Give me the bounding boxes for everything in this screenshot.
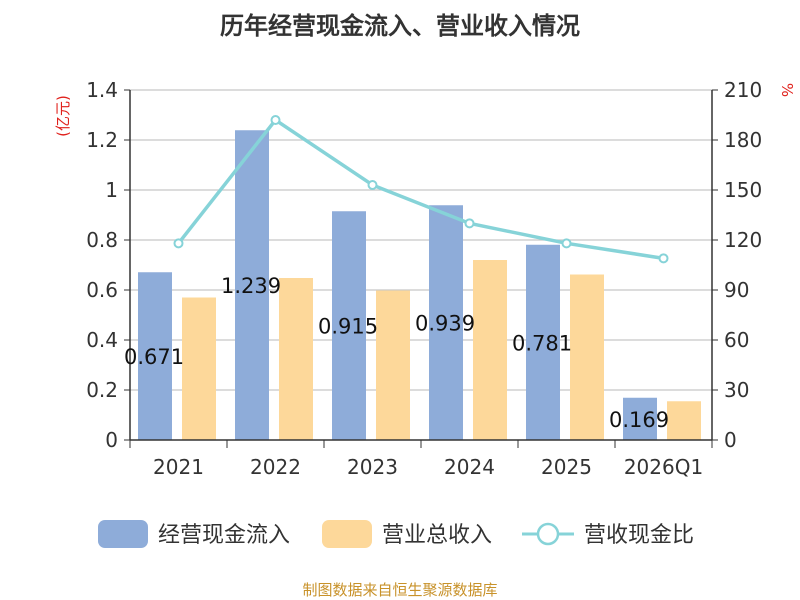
right-axis-tick-label: 90: [724, 278, 749, 302]
bar: [429, 205, 463, 440]
legend-label: 营业总收入: [382, 523, 492, 548]
right-axis-tick-label: 150: [724, 178, 762, 202]
bar: [376, 290, 410, 440]
bar: [332, 211, 366, 440]
line-point: [561, 238, 572, 249]
line-point: [173, 238, 184, 249]
bar: [526, 244, 560, 440]
bar: [570, 274, 604, 440]
line-point: [658, 253, 669, 264]
right-axis-tick-label: 180: [724, 128, 762, 152]
bar: [623, 397, 657, 440]
data-label: 0.915: [318, 315, 378, 339]
line-point: [367, 180, 378, 190]
x-axis-tick-label: 2022: [250, 455, 301, 479]
x-axis-tick-label: 2023: [347, 455, 398, 479]
left-axis-tick-label: 0.8: [86, 228, 118, 252]
left-axis-tick-label: 0: [105, 428, 118, 452]
right-axis-tick-label: 210: [724, 78, 762, 102]
bar: [235, 130, 269, 440]
line-point: [464, 218, 475, 229]
x-axis-tick-label: 2026Q1: [624, 455, 703, 479]
bar: [279, 278, 313, 440]
left-axis-tick-label: 1.4: [86, 78, 118, 102]
bar: [138, 272, 172, 440]
left-axis-unit: (亿元): [54, 95, 72, 137]
legend-marker: [536, 522, 560, 546]
right-axis-tick-label: 0: [724, 428, 737, 452]
bar: [182, 297, 216, 440]
legend: 经营现金流入 营业总收入 营收现金比: [98, 520, 694, 548]
data-labels: 0.671 1.239 0.915 0.939 0.781 0.169: [124, 274, 669, 432]
data-label: 0.939: [415, 312, 475, 336]
grid-lines: [130, 89, 712, 391]
axes: 0 0 0.2 30 0.4 60 0.6 90 0.8 120 1 150 1.2 180 1.4 210 2…: [86, 78, 762, 479]
right-axis-tick-label: 120: [724, 228, 762, 252]
bar: [473, 260, 507, 440]
left-axis-tick-label: 1: [105, 178, 118, 202]
line-path: [177, 117, 664, 261]
left-axis-tick-label: 0.4: [86, 328, 118, 352]
line-series: [173, 115, 669, 264]
legend-label: 营收现金比: [584, 523, 694, 548]
right-axis-unit: %: [778, 83, 796, 97]
left-axis-tick-label: 0.6: [86, 278, 118, 302]
line-point: [270, 115, 281, 125]
left-axis-tick-label: 1.2: [86, 128, 118, 152]
x-axis-tick-label: 2024: [444, 455, 495, 479]
data-label: 0.671: [124, 345, 184, 369]
data-label: 1.239: [221, 274, 281, 298]
chart-title: 历年经营现金流入、营业收入情况: [220, 12, 580, 40]
right-axis-tick-label: 30: [724, 378, 749, 402]
x-axis-tick-label: 2025: [541, 455, 592, 479]
source-note: 制图数据来自恒生聚源数据库: [302, 581, 497, 599]
legend-label: 经营现金流入: [158, 523, 290, 548]
bar: [667, 401, 701, 440]
legend-swatch: [322, 520, 372, 548]
left-axis-tick-label: 0.2: [86, 378, 118, 402]
legend-swatch: [98, 520, 148, 548]
data-label: 0.781: [512, 331, 572, 355]
bars: [138, 130, 701, 440]
x-axis-tick-label: 2021: [153, 455, 204, 479]
data-label: 0.169: [609, 408, 669, 432]
right-axis-tick-label: 60: [724, 328, 749, 352]
